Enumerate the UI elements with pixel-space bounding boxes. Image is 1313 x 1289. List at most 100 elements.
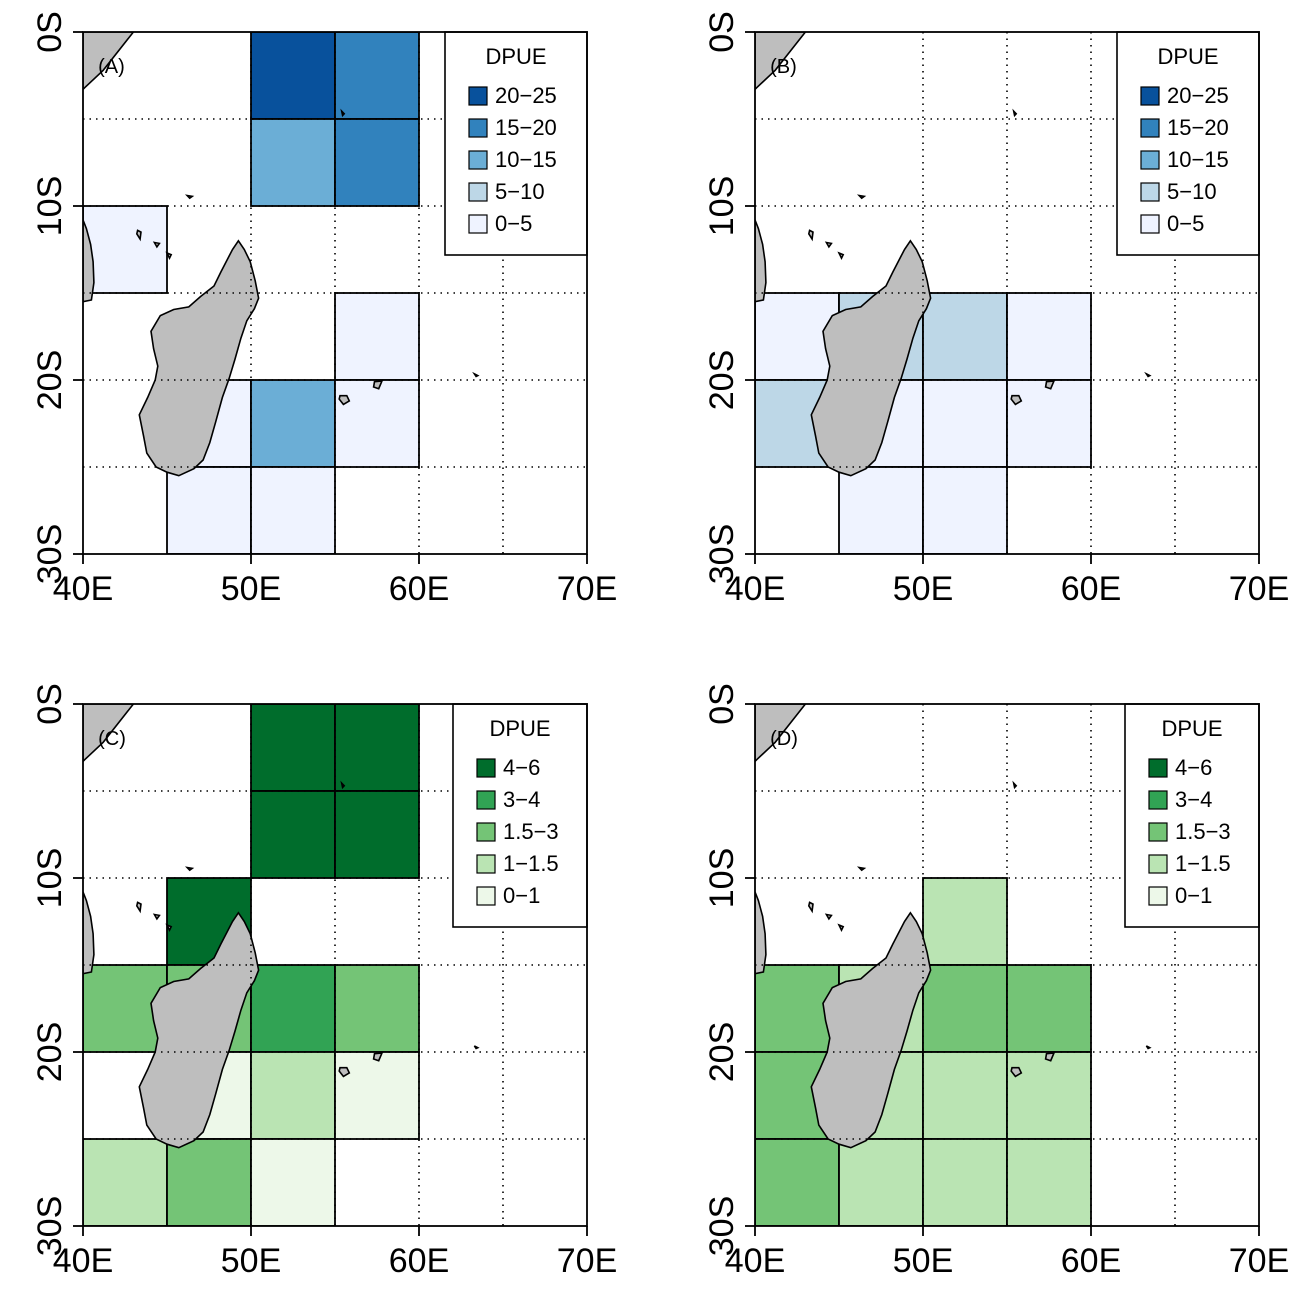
legend-entry-label: 15−20 <box>1167 115 1229 140</box>
dpue-cell <box>922 292 1008 381</box>
island <box>165 251 173 261</box>
legend-swatch <box>468 118 488 138</box>
legend-swatch <box>468 86 488 106</box>
dpue-cell <box>166 1138 252 1226</box>
map-plot-area <box>755 704 1259 1226</box>
island <box>165 923 173 933</box>
dpue-cell <box>334 1051 420 1140</box>
island <box>152 241 161 249</box>
island <box>1145 1045 1152 1050</box>
x-tick-label: 50E <box>221 1242 282 1280</box>
dpue-cell <box>922 964 1008 1053</box>
legend-swatch <box>476 886 496 906</box>
island <box>1012 108 1018 118</box>
y-tick-label: 30S <box>31 524 69 585</box>
legend-entry-label: 10−15 <box>1167 147 1229 172</box>
panel-label: (A) <box>98 56 125 78</box>
y-tick-label: 0S <box>703 683 741 725</box>
legend-title: DPUE <box>489 716 550 741</box>
dpue-cell <box>334 790 420 879</box>
island <box>372 379 384 390</box>
map-frame <box>754 703 1260 1227</box>
island <box>1010 1066 1023 1078</box>
legend-entry-label: 20−25 <box>495 83 557 108</box>
dpue-cell <box>250 32 336 120</box>
island <box>1044 379 1056 390</box>
legend-swatch <box>1148 886 1168 906</box>
island <box>1010 394 1023 406</box>
dpue-cell <box>922 1138 1008 1226</box>
legend-swatch <box>1140 182 1160 202</box>
island <box>856 866 867 872</box>
island <box>338 394 351 406</box>
africa-coast-south <box>83 891 95 975</box>
island <box>1044 1051 1056 1062</box>
island <box>135 901 142 914</box>
legend-swatch <box>476 854 496 874</box>
island <box>372 1051 384 1062</box>
island <box>824 913 833 921</box>
dpue-cell <box>755 1138 840 1226</box>
legend-entry-label: 20−25 <box>1167 83 1229 108</box>
legend-entry-label: 15−20 <box>495 115 557 140</box>
legend-swatch <box>1140 214 1160 234</box>
legend-entry-label: 1−1.5 <box>1175 851 1231 876</box>
dpue-cell <box>334 118 420 207</box>
africa-coast-north <box>755 32 807 91</box>
dpue-cell <box>250 118 336 207</box>
legend-swatch <box>1148 758 1168 778</box>
y-tick-label: 20S <box>31 350 69 411</box>
x-tick-label: 70E <box>1229 570 1290 608</box>
map-frame <box>754 31 1260 555</box>
island <box>135 229 142 242</box>
dpue-cell <box>1006 1051 1092 1140</box>
madagascar-landmass <box>810 911 932 1149</box>
legend-box <box>452 703 588 928</box>
island <box>1012 780 1018 790</box>
dpue-cell <box>334 32 420 120</box>
dpue-cell <box>1006 964 1092 1053</box>
legend-title: DPUE <box>1157 44 1218 69</box>
legend-title: DPUE <box>485 44 546 69</box>
dpue-cell <box>250 1051 336 1140</box>
x-tick-label: 40E <box>53 1242 114 1280</box>
africa-coast-south <box>755 219 767 303</box>
dpue-cell <box>250 790 336 879</box>
legend-swatch <box>476 790 496 810</box>
dpue-cell <box>250 1138 336 1226</box>
legend-entry-label: 0−5 <box>1167 211 1204 236</box>
madagascar-landmass <box>138 239 260 477</box>
island <box>473 1045 480 1050</box>
dpue-cell <box>83 205 168 294</box>
legend-swatch <box>468 214 488 234</box>
legend-entry-label: 10−15 <box>495 147 557 172</box>
y-tick-label: 0S <box>31 683 69 725</box>
island <box>807 901 814 914</box>
dpue-cell <box>1006 1138 1092 1226</box>
map-frame <box>82 703 588 1227</box>
legend-swatch <box>1140 118 1160 138</box>
dpue-cell <box>250 704 336 792</box>
map-panel-b: (B) DPUE 20−25 15−20 10−15 5−10 0−5 40E 50E 60E 70… <box>703 11 1289 608</box>
legend-entry-label: 0−1 <box>1175 883 1212 908</box>
legend-entry-label: 4−6 <box>1175 755 1212 780</box>
island <box>856 194 867 200</box>
dpue-cell <box>250 466 336 554</box>
y-tick-label: 0S <box>703 11 741 53</box>
x-tick-label: 50E <box>221 570 282 608</box>
island <box>152 913 161 921</box>
x-tick-label: 70E <box>557 570 618 608</box>
dpue-cell <box>838 466 924 554</box>
map-plot-area <box>755 32 1259 554</box>
x-tick-label: 60E <box>389 1242 450 1280</box>
legend-entry-label: 4−6 <box>503 755 540 780</box>
panel-label: (C) <box>98 728 126 750</box>
map-panel-a: (A) DPUE 20−25 15−20 10−15 5−10 0−5 40E 50E 60E 70… <box>31 11 617 608</box>
map-panel-c: (C) DPUE 4−6 3−4 1.5−3 1−1.5 0−1 40E 50E 60E 70E 0S… <box>31 683 617 1280</box>
map-plot-area <box>83 32 587 554</box>
dpue-cell <box>334 379 420 468</box>
x-tick-label: 50E <box>893 1242 954 1280</box>
dpue-cell <box>250 379 336 468</box>
africa-coast-north <box>83 704 135 763</box>
